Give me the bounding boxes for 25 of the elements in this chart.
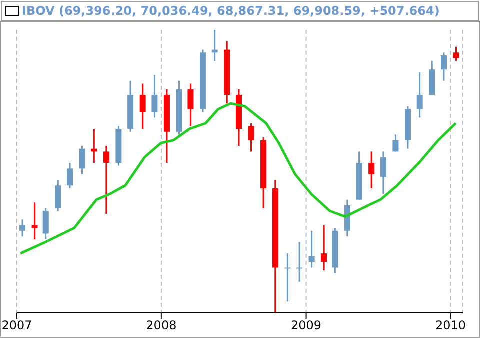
candlestick [67,162,74,190]
candlestick [284,252,291,302]
candlestick [453,46,460,62]
candlestick [152,74,158,118]
candlestick [321,224,328,272]
candlestick [368,150,375,190]
x-tick-label: 2007 [2,318,32,333]
x-tick-label: 2010 [435,318,466,333]
candlestick [308,230,315,268]
x-tick-label: 2008 [146,318,177,333]
candlestick [55,179,62,212]
candlestick [140,83,146,130]
candlestick [440,52,447,82]
candlestick [380,150,386,195]
candlestick [188,83,194,127]
candlestick [248,122,254,152]
candlestick [20,218,26,238]
candlestick [103,145,110,215]
x-tick-label: 2009 [291,318,322,333]
candlestick [42,208,49,240]
candlestick [296,242,303,283]
candlestick [79,145,86,176]
candlestick [416,72,423,118]
candlestick [392,134,399,152]
chart-title: IBOV (69,396.20, 70,036.49, 68,867.31, 69,908.59, +507.664) [22,4,440,18]
